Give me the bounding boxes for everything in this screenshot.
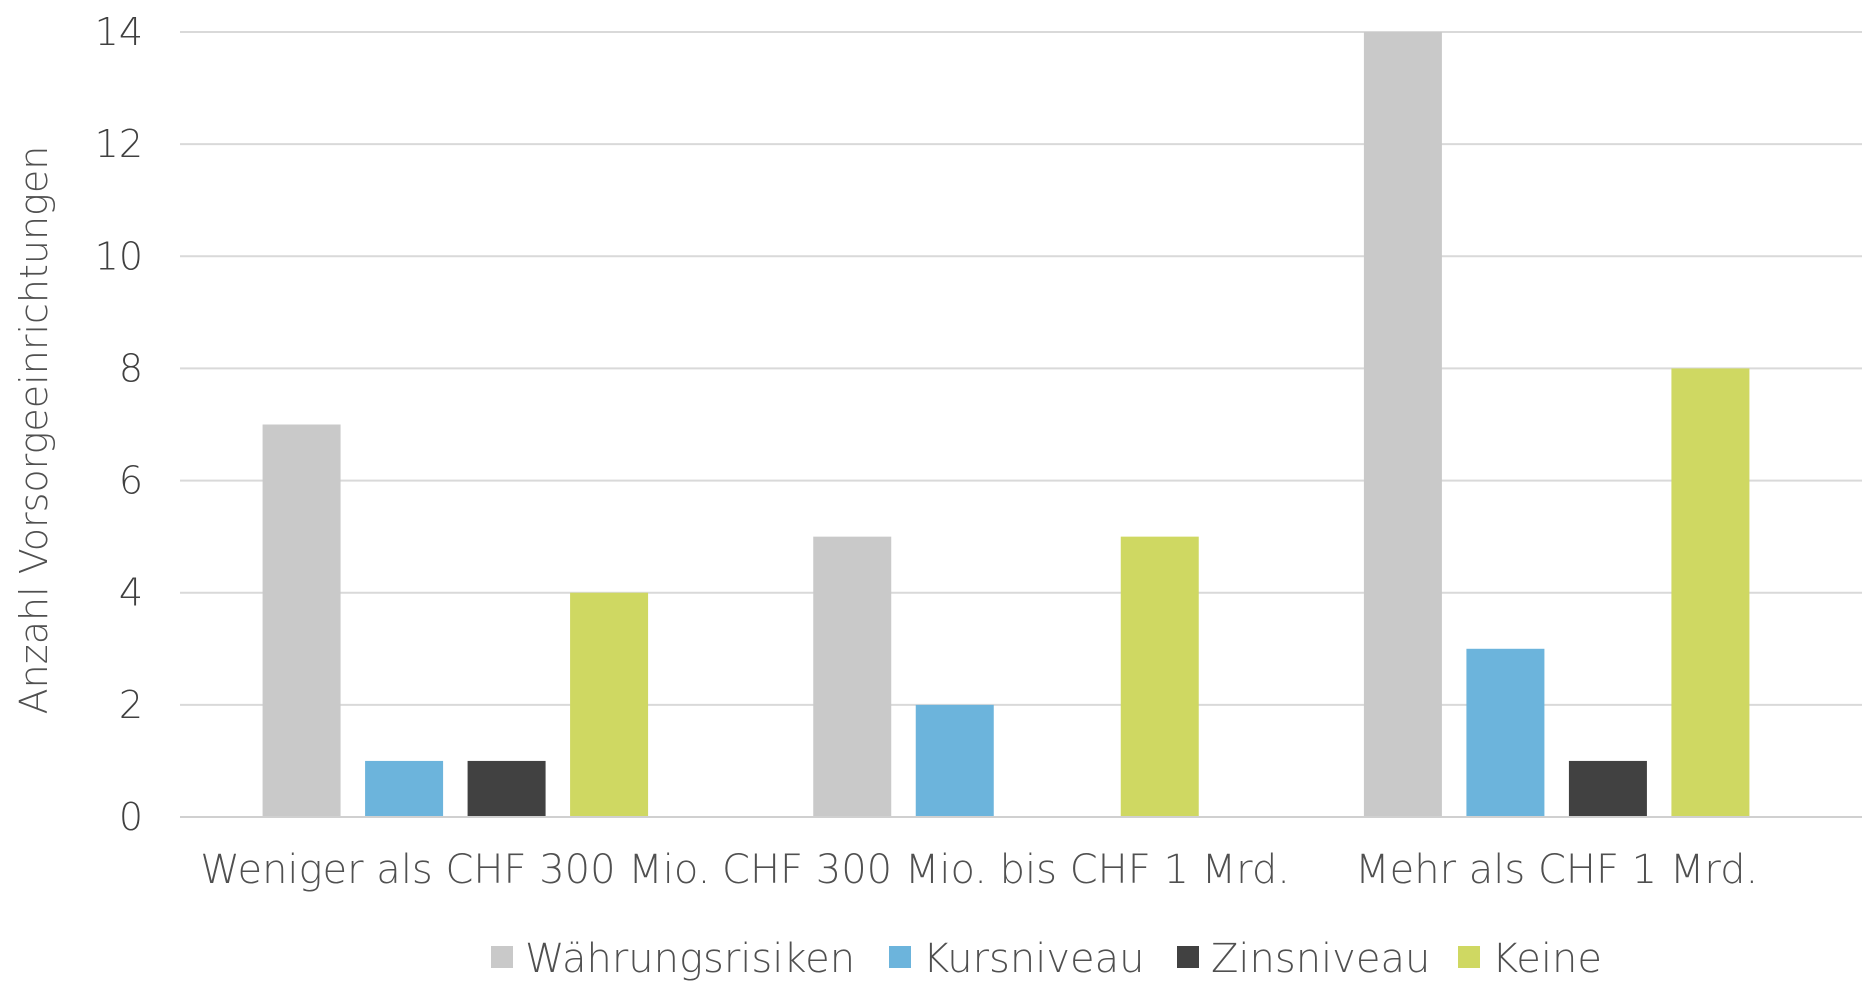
x-category-label: Mehr als CHF 1 Mrd. [1355,847,1758,893]
legend-swatch [1177,946,1199,968]
y-tick-label: 2 [119,683,143,727]
bars [262,32,1750,817]
bar-kursniveau-0 [365,760,444,817]
legend-label: Währungsrisiken [525,936,855,981]
bar-keine-0 [570,592,649,817]
gridlines [180,31,1862,706]
bar-kursniveau-1 [915,704,994,817]
bar-keine-1 [1120,536,1199,817]
legend: Währungsrisiken Kursniveau Zinsniveau Keine [491,936,1602,981]
y-tick-label: 12 [95,122,143,166]
y-tick-label: 14 [95,10,143,54]
x-category-label: CHF 300 Mio. bis CHF 1 Mrd. [722,847,1290,893]
bar-w-hrungsrisiken-0 [262,424,341,817]
y-tick-label: 6 [119,459,143,503]
y-axis-label: Anzahl Vorsorgeeinrichtungen [12,146,56,715]
x-axis-categories: Weniger als CHF 300 Mio. CHF 300 Mio. bis… [200,847,1758,893]
x-category-label: Weniger als CHF 300 Mio. [200,847,710,893]
bar-zinsniveau-0 [467,760,546,817]
legend-swatch [1458,946,1480,968]
legend-swatch [889,946,911,968]
legend-swatch [491,946,513,968]
y-tick-label: 10 [95,234,143,278]
bar-kursniveau-2 [1466,648,1545,817]
bar-w-hrungsrisiken-2 [1363,32,1442,817]
y-axis-ticks: 0 2 4 6 8 10 12 14 [95,10,143,839]
bar-w-hrungsrisiken-1 [813,536,892,817]
bar-zinsniveau-2 [1568,760,1647,817]
bar-keine-2 [1671,368,1750,817]
y-tick-label: 8 [119,346,143,390]
legend-label: Zinsniveau [1211,936,1430,981]
legend-label: Keine [1492,936,1602,981]
legend-label: Kursniveau [923,936,1144,981]
y-tick-label: 4 [119,571,143,615]
y-tick-label: 0 [119,795,143,839]
